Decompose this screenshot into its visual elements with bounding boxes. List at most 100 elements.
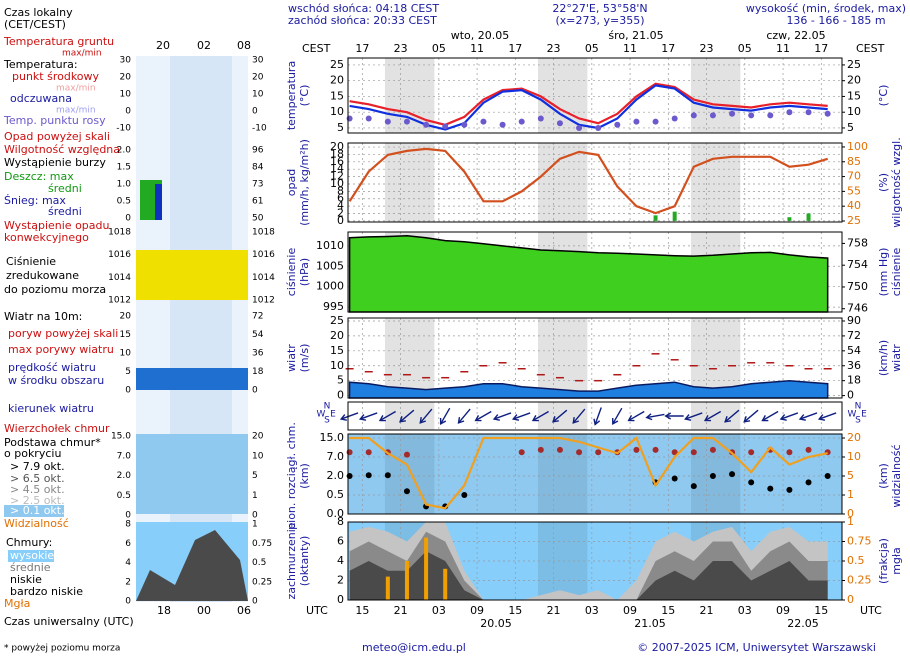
y-tick-label: 25 [330,58,344,71]
bar [653,215,658,221]
legend-text: średni [48,182,82,195]
legend-tick-label: 0 [252,386,258,396]
coordinates: 22°27'E, 53°58'N [552,2,647,15]
wind-arrow [358,412,378,421]
legend-text: Temp. punktu rosy [3,114,106,127]
legend-text: Deszcz: max [4,170,74,183]
legend-tick-label: 1012 [108,296,131,306]
panel-frame [347,317,843,399]
dot [671,475,678,482]
y-axis-title: (°C) [298,85,311,107]
email[interactable]: meteo@icm.edu.pl [362,641,466,654]
panel-frame [347,231,843,313]
compass-letter: W [317,410,326,420]
y2-tick-label: 70 [847,170,861,183]
arrow-shaft [340,412,359,420]
panel-frame [347,142,843,223]
dot [403,451,410,458]
arrow-head [474,415,482,422]
legend-text: Wystąpienie opadu [4,219,109,232]
legend-text: Wystąpienie burzy [4,156,106,169]
y-axis-title: ciśnienie [285,248,298,297]
legend-tick-label: -10 [116,124,131,134]
arrow-shaft [440,407,451,425]
legend-tick-label: 72 [252,312,263,322]
legend-text: konwekcyjnego [4,231,89,244]
compass-letter: E [861,410,867,420]
y2-tick-label: 15 [847,89,861,102]
arrow-head [552,416,559,423]
legend-time: 08 [237,39,251,52]
arrow-shaft [475,410,492,422]
legend-text: Widzialność [4,517,69,530]
legend-text: Temperatura gruntu [3,35,114,48]
x-tick-label: 17 [814,42,828,55]
legend-text: o pokryciu [4,447,61,460]
arrow-head [645,413,653,421]
legend-text: średnie [10,561,51,574]
legend-text: max/min [56,84,96,94]
legend-tick-label: 18 [252,367,264,377]
legend-text: kierunek wiatru [8,402,94,415]
y-tick-label: 2 [337,574,344,587]
legend-text: średni [48,205,82,218]
compass-letter: N [855,402,862,412]
wind-arrow [339,412,359,421]
y2-tick-label: 36 [847,359,861,372]
arrow-shaft [399,409,415,423]
arrow-shaft [646,413,665,419]
y-tick-label: 5 [337,374,344,387]
arrow-shaft [743,409,759,423]
legend-text: max/min [62,49,102,59]
dot [786,109,793,116]
y2-axis-title: wiatr [890,344,903,372]
legend-tick-label: 2.0 [117,471,132,481]
legend-tick-label: 0.5 [117,491,131,501]
legend-tick-label: 1.0 [117,180,132,190]
grid-point: (x=273, y=355) [555,14,644,27]
area [349,551,828,600]
legend-tick-label: 1018 [252,228,275,238]
wind-arrow [612,407,623,425]
area [348,379,829,399]
legend-text: prędkość wiatru [8,361,96,374]
y-axis-title: zachmurzenie [285,522,298,599]
legend-snow [155,184,162,220]
legend-tick-label: 36 [252,349,264,359]
x2-tick-label: 15 [355,604,369,617]
y2-axis-title: (km/h) [877,340,890,376]
dot [671,115,678,122]
night-band [537,58,588,133]
wind-arrow [531,410,549,422]
arrow-head [627,415,635,422]
y-tick-label: 10 [330,359,344,372]
dot [633,118,640,125]
y2-tick-label: 40 [847,199,861,212]
dot [556,120,563,127]
x2-tick-label: 15 [814,604,828,617]
legend-cloud-bg [136,434,248,514]
legend-tick-label: 20 [120,73,132,83]
arrow-head [593,418,601,426]
legend-text: poryw powyżej skali [8,327,118,340]
dot [499,121,506,128]
x-tick-label: 11 [623,42,637,55]
arrow-head [457,417,465,424]
y2-tick-label: 0 [847,507,854,520]
compass-letter: S [324,416,330,426]
utc-right: UTC [860,604,882,617]
legend-tick-label: 0 [125,386,131,396]
panel-frame [347,57,843,134]
dot [384,472,391,479]
night-band [690,143,741,222]
y2-axis-title: mgła [890,547,903,575]
dot [805,446,812,453]
legend-text: bardzo niskie [10,585,83,598]
compass-letter: N [324,402,331,412]
dot [595,449,602,456]
arrow-shaft [552,409,568,423]
x2-tick-label: 09 [623,604,637,617]
y2-tick-label: 5 [847,121,854,134]
bar [443,568,448,600]
legend-tick-label: 1 [252,491,258,501]
